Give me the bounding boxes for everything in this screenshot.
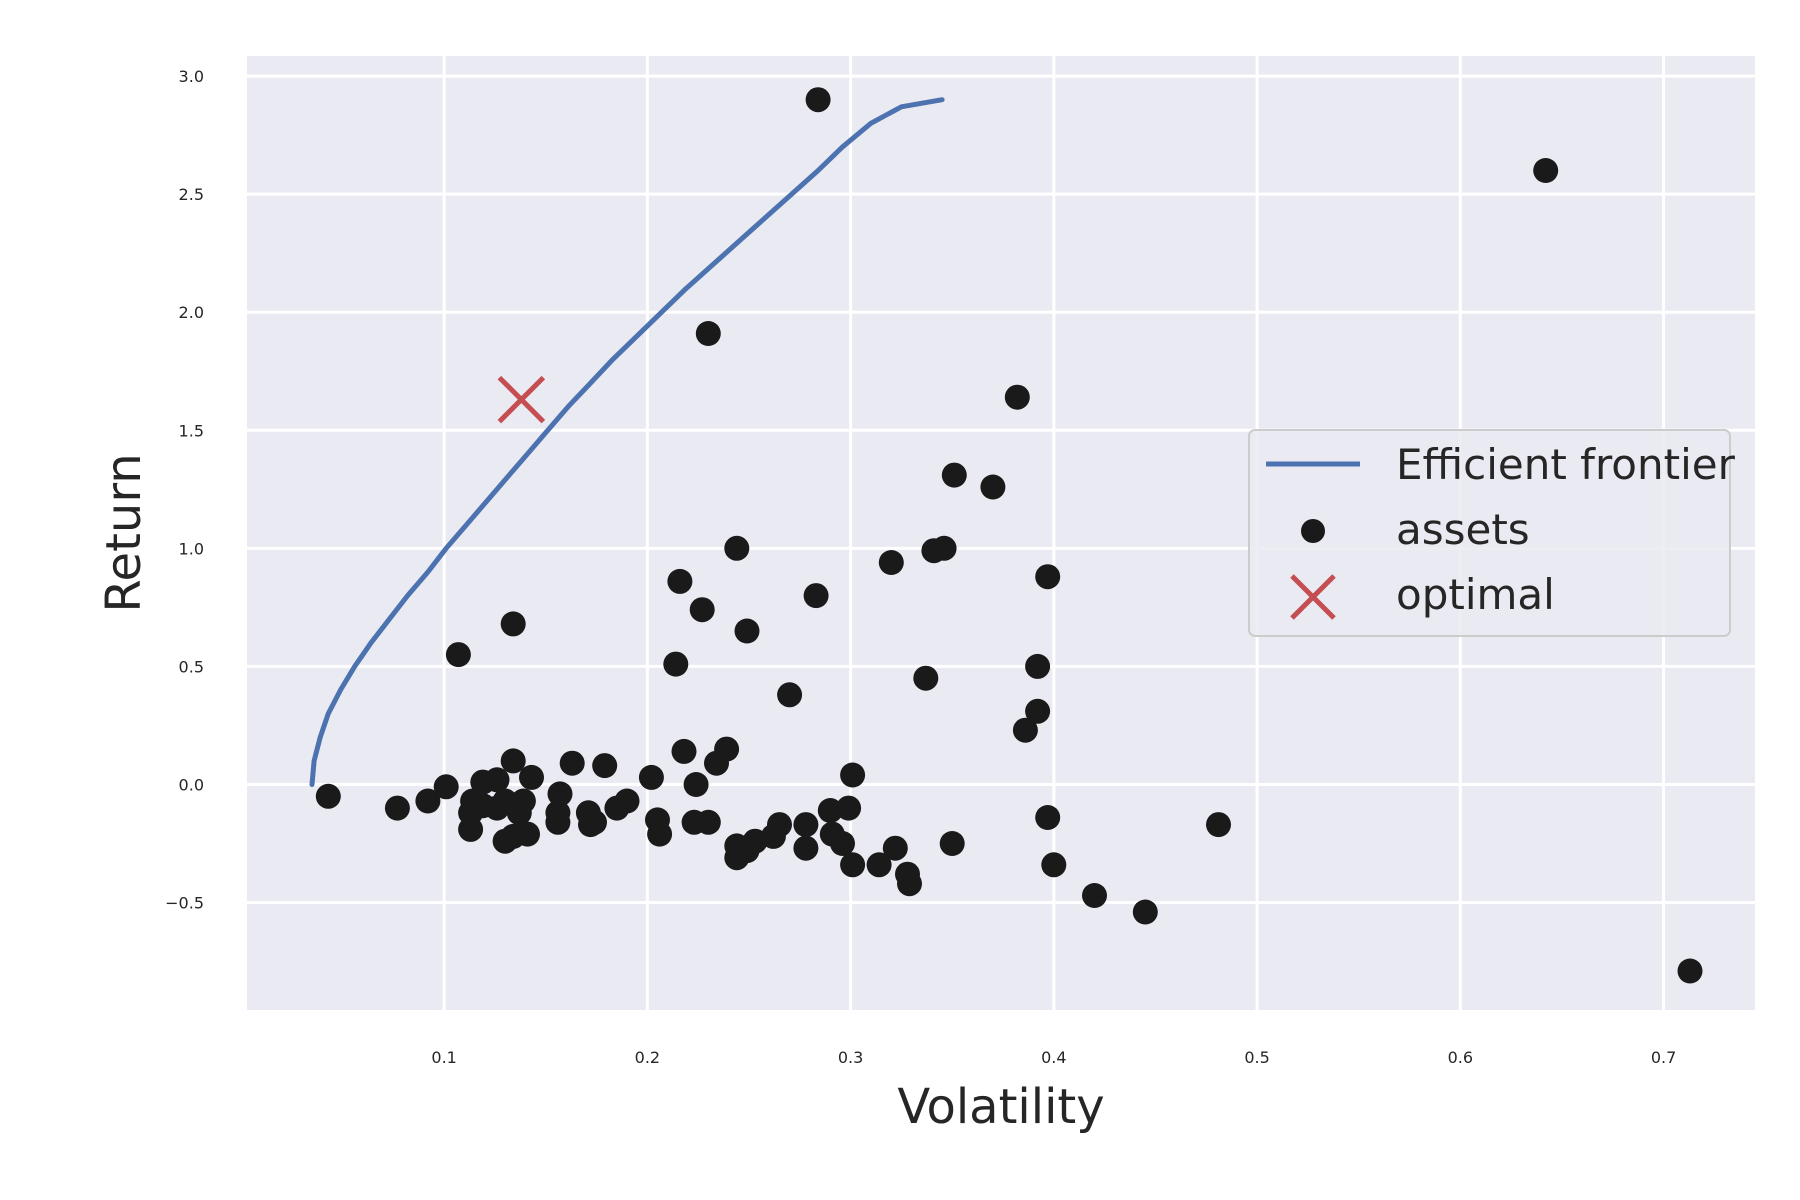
x-tick-label: 0.4 xyxy=(1041,1048,1066,1067)
y-tick-label: 0.5 xyxy=(179,657,204,676)
asset-point xyxy=(1041,852,1067,878)
asset-point xyxy=(695,321,721,346)
y-tick-label: −0.5 xyxy=(165,894,204,913)
asset-point xyxy=(638,764,664,790)
legend-optimal-swatch xyxy=(1290,574,1336,620)
x-tick-labels: 0.1 0.2 0.3 0.4 0.5 0.6 0.7 xyxy=(431,1048,1676,1067)
x-tick-label: 0.6 xyxy=(1448,1048,1473,1067)
asset-point xyxy=(793,835,819,861)
asset-point xyxy=(882,835,908,861)
y-axis-label: Return xyxy=(96,453,152,612)
asset-point xyxy=(830,831,855,856)
y-tick-label: 3.0 xyxy=(179,67,204,86)
asset-point xyxy=(913,665,939,691)
asset-point xyxy=(689,597,715,623)
asset-point xyxy=(1533,158,1559,183)
asset-point xyxy=(941,462,967,488)
asset-point xyxy=(547,781,573,807)
asset-point xyxy=(671,738,697,764)
x-axis-label: Volatility xyxy=(897,1079,1104,1135)
asset-point xyxy=(939,831,965,856)
asset-point xyxy=(604,795,630,821)
optimal-marker xyxy=(497,375,546,424)
x-tick-label: 0.1 xyxy=(431,1048,456,1067)
asset-point xyxy=(667,568,693,594)
asset-point xyxy=(980,474,1006,500)
y-tick-label: 1.5 xyxy=(179,421,204,440)
legend-box xyxy=(1248,429,1731,637)
asset-point xyxy=(704,750,729,776)
asset-point xyxy=(500,611,526,637)
legend: Efficient frontier assets optimal xyxy=(1248,429,1736,637)
asset-point xyxy=(519,764,544,790)
efficient-frontier-line xyxy=(309,97,945,787)
legend-optimal-stroke xyxy=(1290,574,1336,620)
asset-point xyxy=(506,800,532,826)
asset-point xyxy=(1035,805,1061,830)
x-tick-label: 0.5 xyxy=(1244,1048,1269,1067)
asset-point xyxy=(840,852,866,878)
asset-point xyxy=(1132,899,1158,925)
asset-point xyxy=(878,550,904,575)
asset-point xyxy=(695,809,721,835)
asset-point xyxy=(445,642,471,668)
asset-point xyxy=(793,812,819,838)
asset-point xyxy=(545,809,571,835)
asset-point xyxy=(734,618,760,644)
asset-point xyxy=(458,816,484,842)
asset-point xyxy=(492,828,518,854)
asset-point xyxy=(500,748,526,774)
asset-point xyxy=(866,852,892,878)
asset-point xyxy=(836,795,862,821)
asset-point xyxy=(897,871,922,897)
legend-label-assets: assets xyxy=(1396,505,1530,554)
legend-label-optimal: optimal xyxy=(1396,570,1555,619)
asset-point xyxy=(559,750,585,776)
asset-point xyxy=(1206,812,1231,838)
asset-point xyxy=(578,812,603,838)
legend-label-efficient-frontier: Efficient frontier xyxy=(1396,440,1736,489)
asset-point xyxy=(315,783,341,809)
y-tick-label: 2.5 xyxy=(179,185,204,204)
asset-point xyxy=(724,845,750,871)
y-tick-labels: −0.5 0.0 0.5 1.0 1.5 2.0 2.5 3.0 xyxy=(165,67,204,912)
asset-point xyxy=(663,651,689,677)
asset-point xyxy=(1004,384,1030,410)
asset-point xyxy=(1025,698,1051,724)
asset-point xyxy=(384,795,410,821)
asset-point xyxy=(470,769,496,795)
y-tick-label: 0.0 xyxy=(179,775,204,794)
asset-point xyxy=(415,788,441,814)
asset-point xyxy=(683,772,709,797)
asset-point xyxy=(1035,564,1061,590)
asset-point xyxy=(592,753,618,779)
asset-point xyxy=(805,87,831,113)
asset-point xyxy=(484,795,510,821)
asset-point xyxy=(803,583,829,609)
x-tick-label: 0.2 xyxy=(635,1048,660,1067)
asset-point xyxy=(1025,653,1051,679)
legend-assets-swatch xyxy=(1301,519,1325,543)
optimal-marker-stroke xyxy=(497,375,546,424)
y-tick-label: 2.0 xyxy=(179,303,204,322)
asset-point xyxy=(1677,958,1703,984)
asset-point xyxy=(1012,717,1038,743)
asset-point xyxy=(1082,883,1107,908)
asset-points xyxy=(315,87,1703,984)
x-tick-label: 0.7 xyxy=(1651,1048,1676,1067)
asset-point xyxy=(921,538,947,564)
asset-point xyxy=(840,762,866,788)
efficient-frontier-path xyxy=(309,97,945,787)
asset-point xyxy=(724,535,750,561)
asset-point xyxy=(647,821,673,847)
asset-point xyxy=(777,682,803,708)
asset-point xyxy=(817,798,843,823)
y-tick-label: 1.0 xyxy=(179,539,204,558)
x-tick-label: 0.3 xyxy=(838,1048,863,1067)
asset-point xyxy=(433,774,459,800)
